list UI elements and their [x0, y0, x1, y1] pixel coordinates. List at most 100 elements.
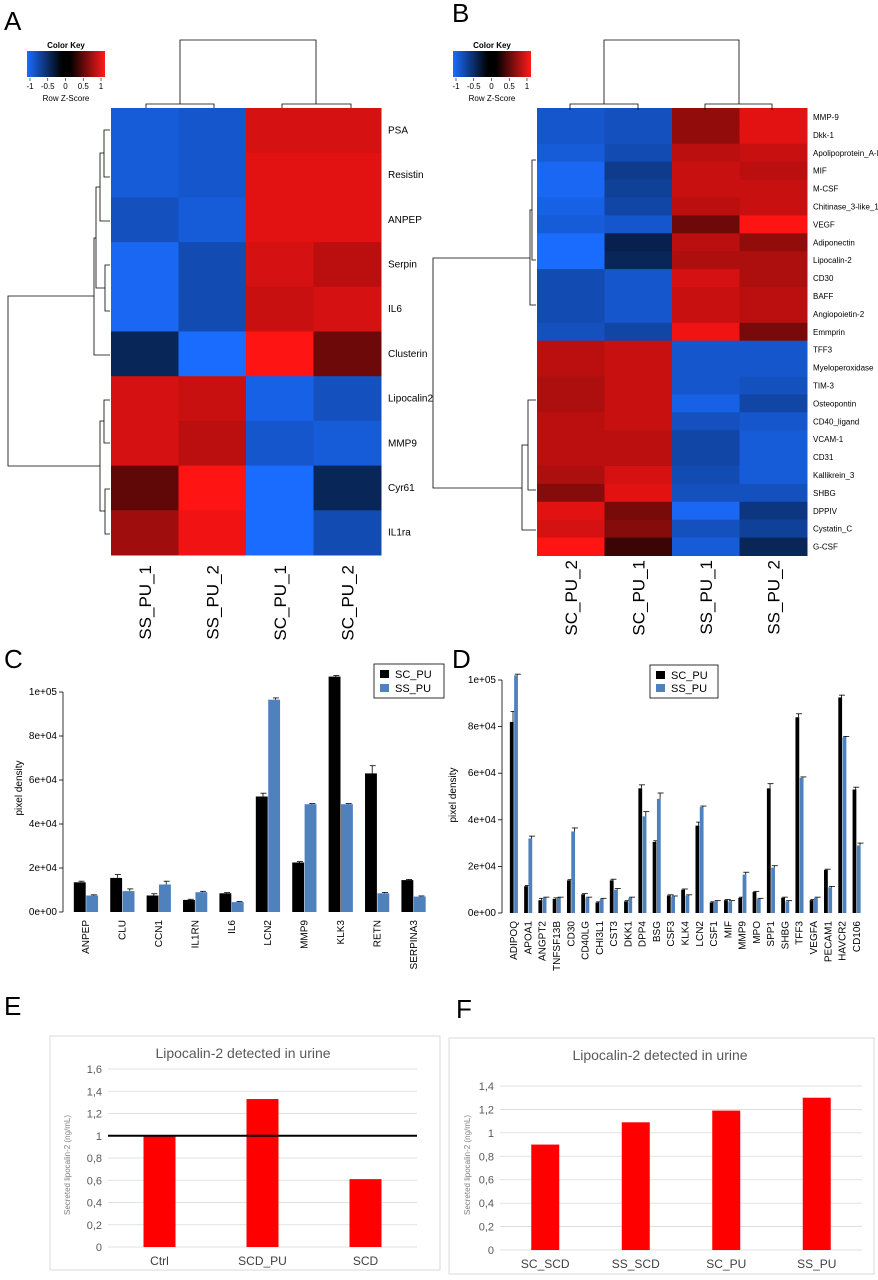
heatmap-b-cell-cd31-sc-pu-2	[537, 448, 605, 467]
heatmap-b-cell-apolipoprotein-a-i-sc-pu-2	[537, 143, 605, 163]
row-dendro-a-9	[7, 295, 100, 467]
heatmap-b-cell-lipocalin-2-sc-pu-1	[604, 251, 673, 270]
heatmap-b-cell-dkk-1-ss-pu-1	[672, 125, 740, 145]
category-label-lcn2: LCN2	[263, 920, 274, 946]
heatmap-b-cell-tff3-sc-pu-2	[537, 340, 605, 360]
heatmap-b-cell-lipocalin-2-sc-pu-2	[537, 251, 605, 270]
bar-ss-pu-dkk1	[628, 897, 633, 913]
heatmap-b-cell-angiopoietin-2-ss-pu-1	[672, 304, 740, 324]
heatmap-b-cell-vegf-ss-pu-2	[739, 215, 808, 234]
panel-label-d: D	[452, 644, 471, 674]
y-tick-label-1e-05: 1e+05	[468, 675, 497, 686]
color-key-tick-1: 1	[99, 82, 104, 91]
y-tick-label-1-2: 1,2	[87, 1109, 102, 1121]
heatmap-b-cell-baff-ss-pu-1	[672, 287, 740, 306]
color-key-xlabel: Row Z-Score	[43, 94, 90, 103]
heatmap-a-cell-clusterin-ss-pu-2	[178, 331, 247, 377]
heatmap-b-cell-cd31-ss-pu-1	[672, 448, 740, 467]
heatmap-a-cell-serpin-sc-pu-2	[313, 242, 382, 288]
heatmap-b-cell-baff-sc-pu-2	[537, 287, 605, 306]
row-dendro-a-2	[99, 152, 110, 222]
bar-ss-pu-mif	[728, 901, 733, 913]
heatmap-b-cell-cd30-ss-pu-1	[672, 269, 740, 288]
color-key-gradient-b	[453, 51, 531, 77]
color-key-tick-0-5: -0.5	[41, 82, 55, 91]
color-key-a: Color Key -1 -0.5 0 0.5 1 Row Z-Score	[26, 41, 105, 103]
chart-title-e: Lipocalin-2 detected in urine	[155, 1045, 330, 1061]
heatmap-a-cell-il1ra-ss-pu-2	[178, 510, 247, 556]
col-label-b-sc-pu-1: SC_PU_1	[629, 560, 648, 636]
bar-sc-pu-ccn1	[146, 895, 159, 912]
bar-sc-pu-lcn2	[255, 796, 268, 912]
heatmap-b-cell-angiopoietin-2-sc-pu-1	[604, 304, 673, 324]
heatmap-b-cell-dppiv-ss-pu-1	[672, 501, 740, 521]
col-label-b-ss-pu-1: SS_PU_1	[697, 560, 716, 635]
y-tick-label-0e-00: 0e+00	[468, 908, 497, 919]
row-dendro-a-1	[103, 129, 110, 178]
bar-ss-pu-mmp9	[742, 874, 747, 913]
heatmap-b-cell-mmp-9-sc-pu-2	[537, 108, 605, 127]
row-label-b-angiopoietin-2: Angiopoietin-2	[813, 310, 865, 319]
legend-swatch-ss-pu-c	[380, 684, 389, 692]
row-label-a-clusterin: Clusterin	[388, 349, 427, 360]
dendrogram-b	[432, 39, 773, 531]
category-label-pecam1: PECAM1	[823, 921, 834, 963]
bar-ss-pu-chi3l1	[599, 899, 604, 913]
row-dendro-b-1	[531, 159, 536, 261]
category-label-ss-pu: SS_PU	[797, 1257, 836, 1271]
heatmap-a-cell-mmp9-ss-pu-1	[111, 420, 179, 467]
bar-sc-pu-csf1	[709, 902, 714, 913]
bar-sc-pu-cd106	[852, 789, 857, 913]
y-tick-label-0-8: 0,8	[479, 1151, 494, 1163]
color-key-title-b: Color Key	[473, 41, 511, 50]
bar-ss-pu-apoa1	[528, 838, 533, 913]
color-key-xlabel-b: Row Z-Score	[469, 94, 516, 103]
heatmap-b-cell-vegf-sc-pu-1	[604, 215, 673, 234]
col-dendro-b-3	[603, 39, 740, 104]
bar-sc-pu-mif	[724, 900, 728, 913]
heatmap-b-cell-cystatin-c-sc-pu-2	[537, 519, 605, 539]
bars-f	[531, 1097, 831, 1250]
heatmap-a-cell-mmp9-ss-pu-2	[178, 420, 247, 467]
y-axis-d: 0e+00 2e+04 4e+04 6e+04 8e+04 1e+05	[468, 675, 503, 919]
bar-sc-pu-cst3	[609, 880, 614, 913]
legend-frame-d	[649, 664, 719, 699]
heatmap-b-cell-mif-ss-pu-1	[672, 161, 740, 181]
bar-scd-pu	[246, 1099, 279, 1247]
row-dendro-a-3	[104, 264, 110, 312]
heatmap-b-cell-apolipoprotein-a-i-ss-pu-1	[672, 143, 740, 163]
bar-scd	[349, 1179, 382, 1247]
category-label-ccn1: CCN1	[154, 920, 165, 948]
heatmap-b-cell-dppiv-sc-pu-2	[537, 501, 605, 521]
bar-sc-pu-adipoq	[509, 721, 514, 913]
heatmap-a-cell-il6-sc-pu-1	[246, 286, 314, 332]
category-label-cd106: CD106	[852, 921, 863, 953]
panel-label-b: B	[452, 0, 469, 28]
heatmap-b-cell-cystatin-c-ss-pu-2	[739, 519, 808, 539]
heatmap-b-cell-adiponectin-sc-pu-1	[604, 233, 673, 252]
y-tick-label-1-4: 1,4	[87, 1086, 102, 1098]
heatmap-a-cell-serpin-ss-pu-1	[111, 242, 179, 288]
color-key-b: Color Key -1 -0.5 0 0.5 1 Row Z-Score	[452, 41, 531, 103]
bar-ss-pu-lcn2	[268, 699, 281, 912]
heatmap-a-cell-lipocalin2-sc-pu-1	[246, 376, 314, 422]
y-tick-label-2e-04: 2e+04	[29, 863, 58, 874]
row-label-b-mmp-9: MMP-9	[813, 113, 839, 122]
bar-ss-pu-mmp9	[304, 804, 317, 912]
category-label-anpep: ANPEP	[81, 920, 92, 954]
bar-ss-pu-anpep	[86, 895, 99, 912]
panel-f-bar-chart: Lipocalin-2 detected in urine 0 0,2 0,4 0,6…	[448, 1037, 875, 1275]
heatmap-b-cell-adiponectin-sc-pu-2	[537, 233, 605, 252]
bar-sc-pu-dkk1	[624, 901, 628, 913]
row-dendro-a-5	[93, 237, 110, 356]
heatmap-b-cell-tim-3-ss-pu-2	[739, 376, 808, 395]
y-tick-label-6e-04: 6e+04	[468, 768, 497, 779]
heatmap-a-cell-il1ra-sc-pu-1	[246, 510, 314, 556]
row-label-a-cyr61: Cyr61	[388, 483, 415, 494]
y-tick-label-0e-00: 0e+00	[29, 907, 58, 918]
dendrogram-a	[7, 39, 352, 535]
category-label-csf1: CSF1	[709, 921, 720, 947]
category-label-cd40lg: CD40LG	[581, 921, 592, 960]
heatmap-b-cell-tff3-ss-pu-1	[672, 340, 740, 360]
heatmap-b-cell-vcam-1-sc-pu-1	[604, 430, 673, 449]
